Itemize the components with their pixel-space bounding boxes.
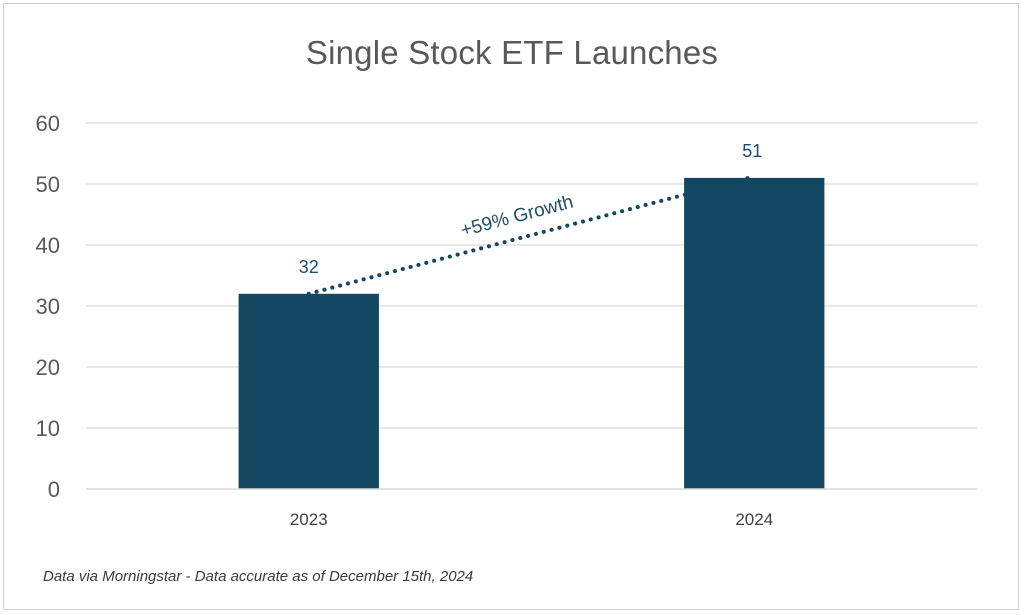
y-tick-label: 10 (36, 416, 60, 441)
y-tick-label: 60 (36, 111, 60, 136)
data-labels: 32 51 (299, 141, 763, 277)
y-tick-label: 0 (48, 477, 60, 502)
x-tick-label: 2023 (290, 510, 328, 529)
trendline-group: +59% Growth (306, 175, 751, 296)
data-label: 51 (742, 141, 762, 161)
y-tick-label: 50 (36, 172, 60, 197)
y-axis: 0 10 20 30 40 50 60 (36, 111, 60, 502)
gridlines (86, 122, 977, 429)
y-tick-label: 20 (36, 355, 60, 380)
bars (238, 177, 825, 489)
chart-title: Single Stock ETF Launches (305, 34, 719, 71)
y-tick-label: 40 (36, 233, 60, 258)
y-tick-label: 30 (36, 294, 60, 319)
bar (238, 293, 379, 489)
bar (684, 177, 825, 489)
x-axis: 2023 2024 (290, 510, 773, 529)
trendline (306, 175, 751, 296)
data-label: 32 (299, 257, 319, 277)
x-tick-label: 2024 (735, 510, 773, 529)
trendline-label: +59% Growth (459, 192, 576, 242)
footnote: Data via Morningstar - Data accurate as … (43, 568, 474, 585)
